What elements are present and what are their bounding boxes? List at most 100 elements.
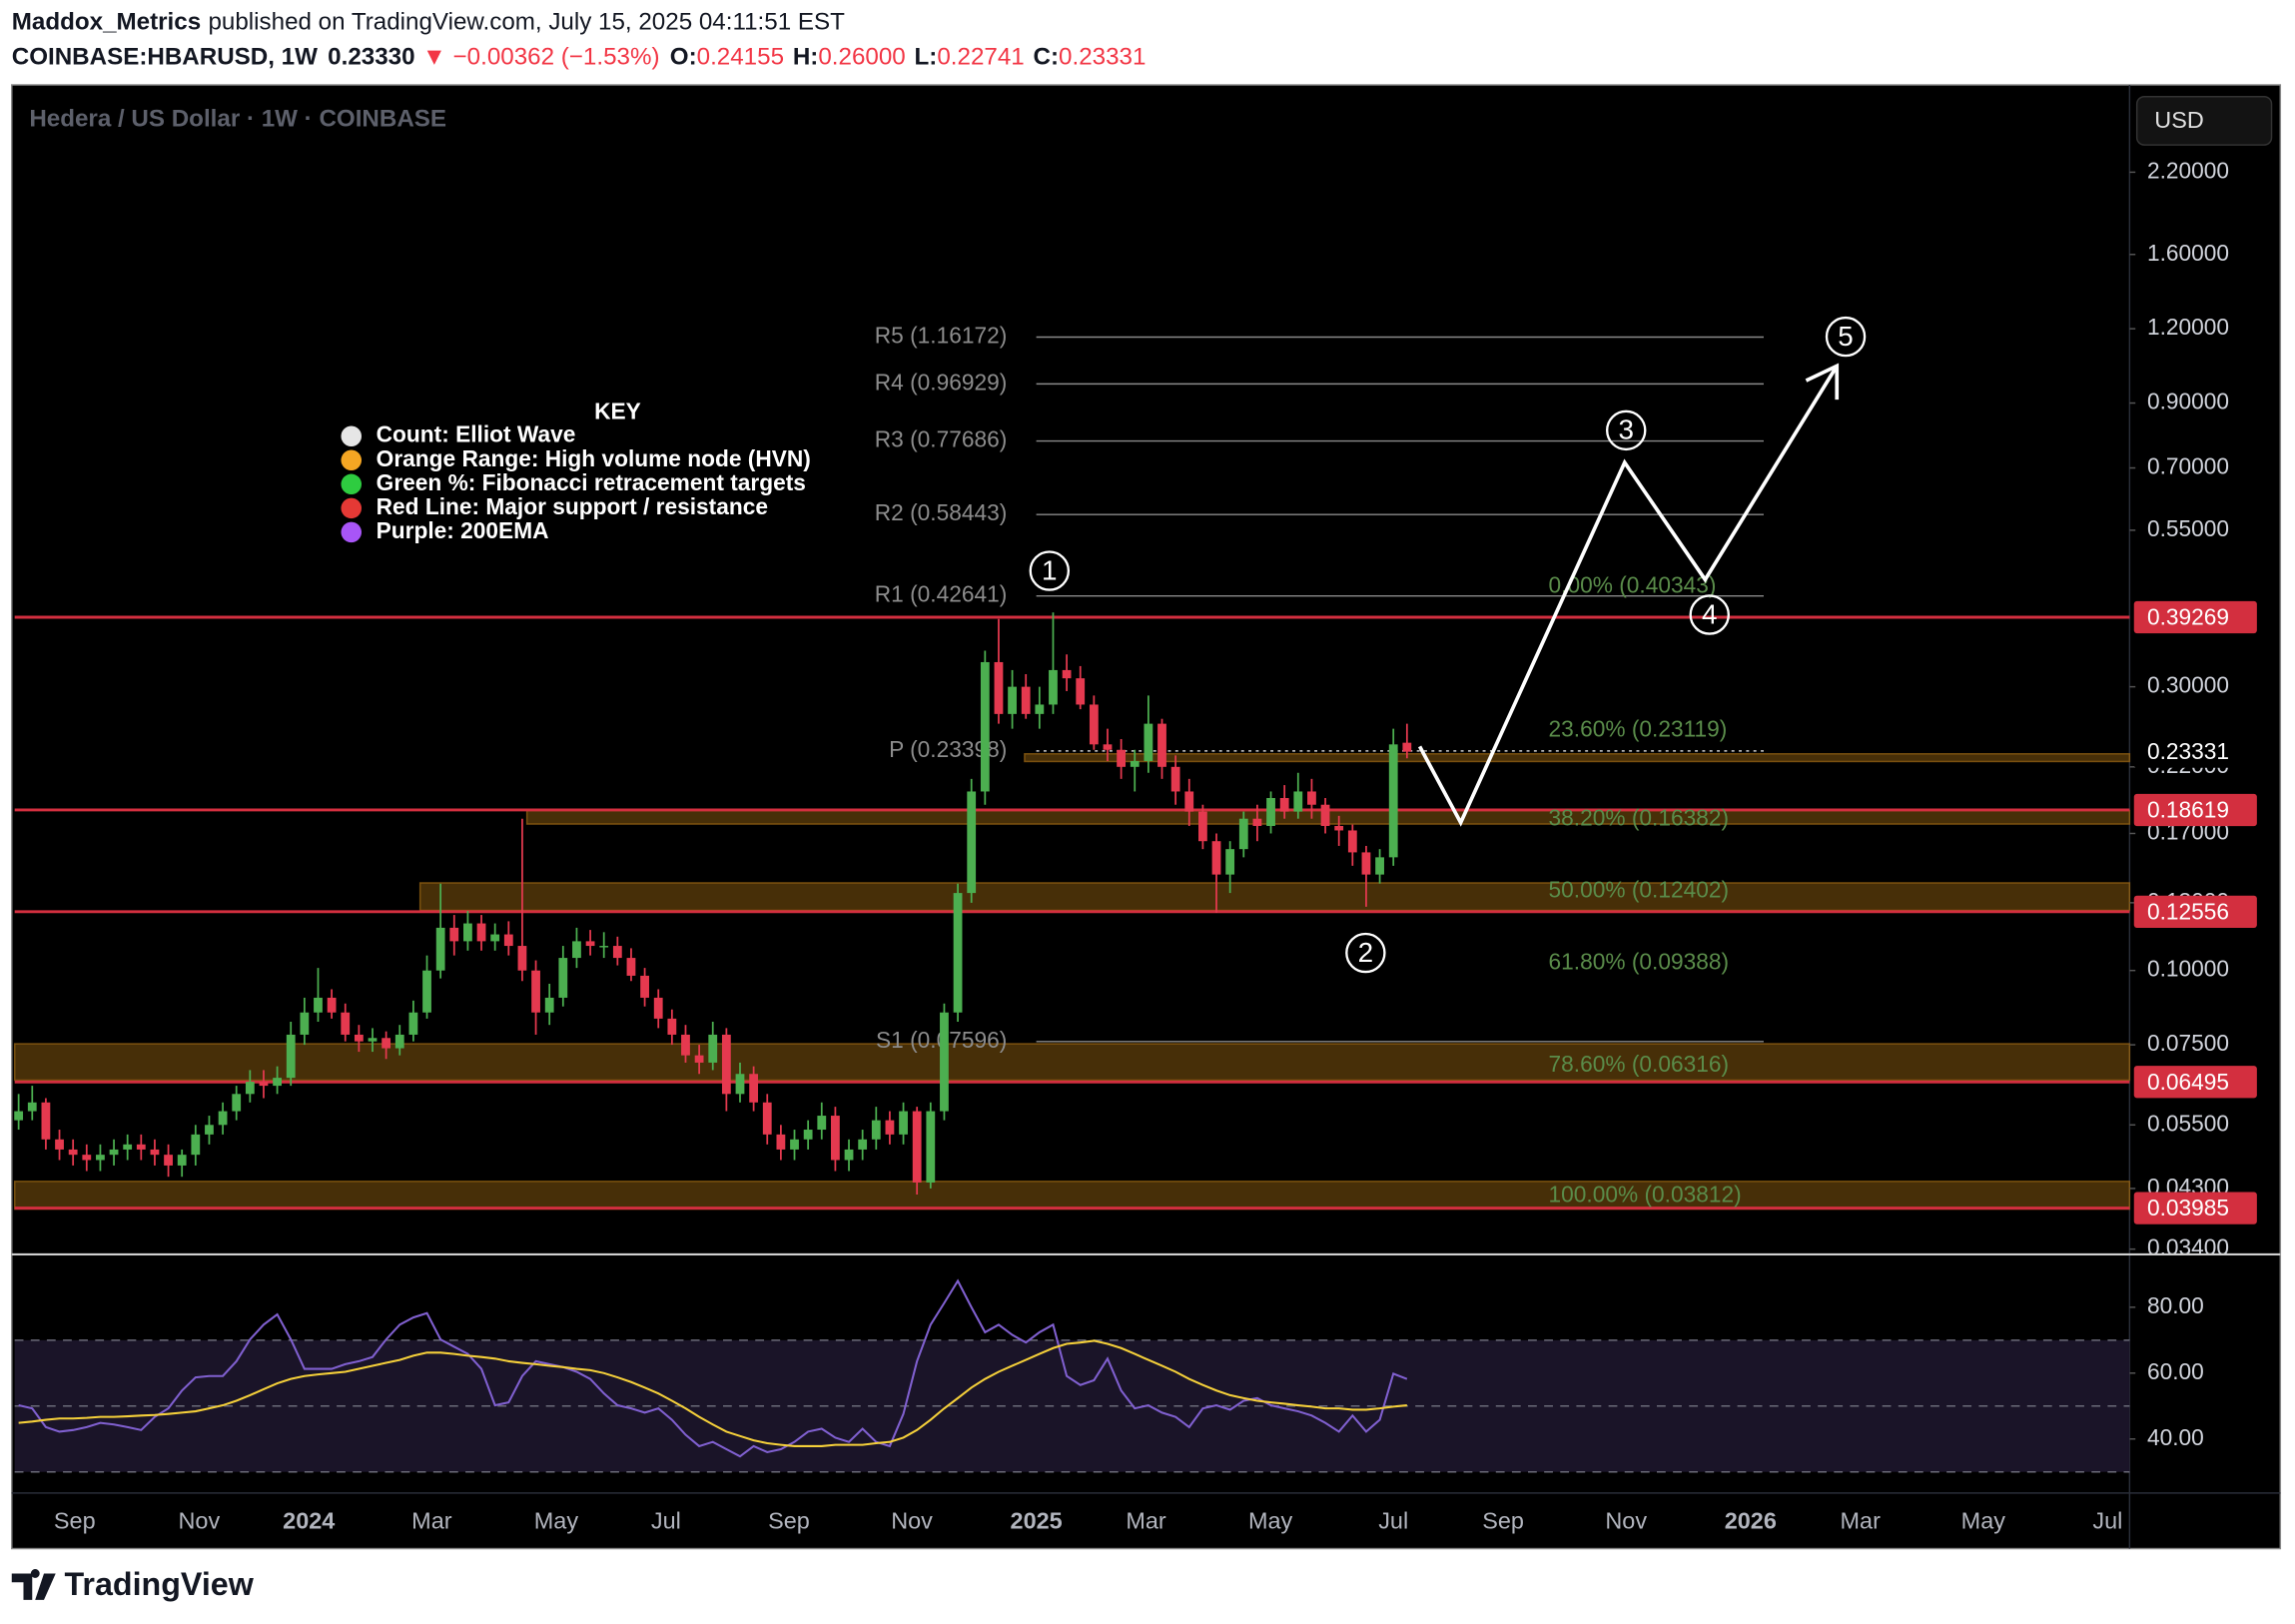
y-tick-label: 0.55000 [2147,515,2229,541]
brand: TradingView [65,1566,255,1602]
candle-body [408,1012,418,1035]
candle-body [1089,704,1099,745]
candle-body [1279,798,1289,812]
candle-body [572,941,581,959]
candle-body [762,1102,772,1135]
author: Maddox_Metrics [12,9,201,36]
change: ▼ −0.00362 (−1.53%) [422,44,660,71]
candle-body [708,1034,718,1063]
wave-circle [1345,932,1386,974]
key-dot [341,521,363,543]
candle-body [109,1149,119,1156]
x-tick-label: Jul [651,1507,681,1533]
x-tick-label: Mar [411,1507,452,1533]
candle-body [940,1012,949,1112]
candle-body [912,1111,922,1183]
candle-body [967,791,977,894]
wave-circle [1029,550,1071,591]
candle-body [776,1134,786,1150]
candle-body [314,997,323,1013]
published: published on TradingView.com, July 15, 2… [208,9,845,36]
key-text: Orange Range: High volume node (HVN) [377,445,811,471]
candle-body [626,958,636,976]
key-dot [341,497,363,519]
candle-body [599,946,609,948]
y-tick-label: 0.03400 [2147,1234,2229,1260]
fib-label: 50.00% (0.12402) [1549,877,1730,903]
candle-body [1076,678,1086,705]
ohlc-value: 0.22741 [937,44,1024,71]
candle-body [245,1082,255,1095]
candle-body [382,1038,391,1049]
y-tick-label: 0.10000 [2147,956,2229,982]
fib-label: 100.00% (0.03812) [1549,1182,1742,1208]
candle-body [1049,669,1058,705]
key-text: Count: Elliot Wave [377,421,576,447]
candle-body [205,1125,214,1135]
candle-body [721,1034,731,1095]
wave-label: 2 [1358,937,1373,968]
x-tick-label: 2025 [1011,1507,1063,1533]
fib-label: 38.20% (0.16382) [1549,805,1730,831]
candle-body [68,1149,78,1156]
candle-body [41,1102,51,1140]
candle-body [232,1094,242,1112]
candle-body [1021,686,1031,714]
candle-body [531,970,540,1013]
candle-body [544,997,554,1013]
candle-body [354,1034,364,1042]
candle-body [694,1055,704,1063]
currency[interactable]: USD [2154,107,2203,133]
x-tick-label: Mar [1126,1507,1166,1533]
candle-body [1347,830,1357,853]
currency-button[interactable] [2135,95,2273,146]
candle-body [1320,804,1330,826]
candle-body [1293,791,1303,812]
x-tick-label: Nov [1605,1507,1647,1533]
hvn-zone [418,882,2131,912]
candle-body [1375,857,1384,875]
candle-body [27,1102,37,1112]
candle-body [218,1111,228,1126]
price-box-label: 0.03985 [2147,1195,2229,1220]
pivot-label: R2 (0.58443) [875,499,1008,525]
wave-path [1417,365,1839,827]
wave-circle [1606,409,1647,451]
candle-body [123,1144,133,1150]
wave-label: 3 [1618,414,1633,445]
hvn-zone [1024,753,2131,763]
rsi-line [18,1339,1407,1447]
candle-body [1198,811,1207,842]
price-box-label: 0.18619 [2147,796,2229,822]
price-box [2133,1192,2257,1224]
x-tick-label: 2026 [1725,1507,1777,1533]
last-price-box [2133,735,2257,768]
pane-title: Hedera / US Dollar · 1W · COINBASE [29,106,446,133]
candle-body [640,975,649,998]
y-tick-label: 2.20000 [2147,157,2229,183]
price-box [2133,895,2257,928]
y-tick-label: 60.00 [2147,1358,2204,1384]
candle-body [136,1144,146,1150]
key-dot [341,425,363,446]
fib-label: 61.80% (0.09388) [1549,949,1730,975]
key-title: KEY [594,398,641,423]
candle-body [1117,749,1127,767]
last-price-label: 0.23331 [2147,738,2229,764]
candle-body [177,1155,187,1166]
ohlc-value: 0.24155 [697,44,784,71]
candle-body [926,1111,936,1183]
candle-body [55,1139,64,1150]
candle-body [286,1034,296,1079]
y-tick-label: 0.90000 [2147,389,2229,414]
pivot-label: R1 (0.42641) [875,581,1008,607]
key-dot [341,473,363,495]
x-tick-label: May [1248,1507,1293,1533]
candle-body [422,970,431,1013]
price-box [2133,1066,2257,1099]
y-tick-label: 40.00 [2147,1424,2204,1450]
rsi-line [18,1278,1408,1458]
candle-body [1184,791,1194,812]
